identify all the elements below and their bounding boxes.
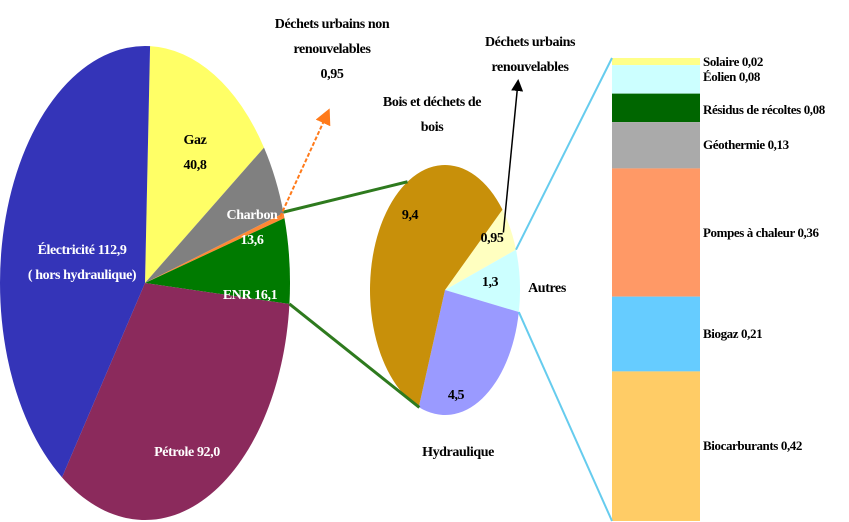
bar-segment: [612, 93, 700, 123]
label: 4,5: [436, 383, 476, 408]
label-text: 0,02: [741, 54, 764, 69]
label: Pétrole 92,0: [122, 440, 252, 465]
label-text: 9,4: [401, 208, 419, 223]
bar-segment: [612, 65, 700, 94]
label-text: 0,42: [780, 438, 803, 454]
label: Biocarburants 0,42: [703, 438, 849, 454]
connector: [283, 180, 408, 214]
pie-slice: [61, 283, 290, 520]
label: Déchets urbains non renouvelables 0,95: [270, 12, 395, 87]
label: Déchets urbains renouvelables: [473, 30, 588, 80]
bar-segment: [612, 296, 700, 372]
label: ENR 16,1: [200, 283, 300, 308]
label-text: 13,6: [240, 233, 264, 248]
label-text: Biocarburants: [703, 438, 778, 454]
label-text: Géothermie: [703, 137, 765, 153]
label-text: 40,8: [183, 158, 207, 173]
label: Pompes à chaleur 0,36: [703, 225, 849, 241]
label: Bois et déchets de bois: [377, 90, 487, 140]
label-text: Électricité: [37, 243, 95, 258]
label-text: ( hors hydraulique): [27, 268, 137, 283]
label: Charbon 13,6: [217, 203, 287, 253]
label-text: 0,08: [738, 69, 761, 85]
bar-segment: [612, 168, 700, 297]
label: Éolien 0,08: [703, 69, 849, 85]
pie-slice: [145, 218, 290, 304]
label-text: Biogaz: [703, 326, 739, 342]
label: Solaire 0,02: [703, 54, 849, 70]
label: Autres: [517, 276, 577, 301]
label-text: Déchets urbains renouvelables: [484, 35, 576, 75]
arrow: [279, 108, 331, 218]
label-text: Hydraulique: [422, 445, 494, 460]
label-text: 0,13: [767, 137, 790, 153]
pie-slice: [145, 147, 284, 283]
pie-slice: [145, 46, 264, 283]
connector: [517, 311, 613, 522]
label-text: 112,9: [97, 243, 127, 258]
arrow: [502, 79, 524, 233]
label-text: Solaire: [703, 54, 739, 69]
pie-slice: [0, 45, 151, 478]
label-text: Déchets urbains non renouvelables: [274, 17, 390, 57]
label: 1,3: [470, 270, 510, 295]
label: 9,4: [390, 203, 430, 228]
label-text: 16,1: [254, 288, 278, 303]
label-text: Gaz: [183, 133, 207, 148]
bar-segment: [612, 371, 700, 521]
label-text: 0,95: [480, 231, 504, 246]
label-text: 0,36: [797, 224, 819, 240]
label-text: 1,3: [481, 275, 499, 290]
label-text: 0,08: [803, 101, 826, 117]
label-text: 0,95: [320, 67, 344, 82]
label: Biogaz 0,21: [703, 326, 849, 342]
label: Hydraulique: [408, 440, 508, 465]
label: Résidus de récoltes 0,08: [703, 102, 849, 118]
label: 0,95: [472, 226, 512, 251]
label: Géothermie 0,13: [703, 137, 849, 153]
bar-segment: [612, 122, 700, 169]
label-text: 92,0: [196, 445, 220, 460]
label-text: 4,5: [447, 388, 465, 403]
label-text: 0,21: [741, 326, 763, 342]
pie-slice: [418, 290, 519, 416]
label-text: Bois et déchets de bois: [382, 95, 482, 135]
pie-slice: [445, 209, 516, 290]
pie-slice: [145, 213, 285, 283]
pie-slice: [370, 165, 503, 408]
label-text: Autres: [528, 281, 566, 296]
connector: [288, 302, 421, 409]
label-text: Résidus de récoltes: [703, 101, 801, 117]
label: Électricité 112,9 ( hors hydraulique): [0, 238, 167, 288]
label-text: Éolien: [703, 69, 736, 85]
label-text: Charbon: [226, 208, 278, 223]
connector: [515, 57, 613, 251]
label-text: Pétrole: [154, 445, 194, 460]
label: Gaz 40,8: [165, 128, 225, 178]
label-text: ENR: [222, 288, 252, 303]
pie-slice: [445, 249, 520, 313]
label-text: Pompes à chaleur: [703, 224, 795, 240]
bar-segment: [612, 58, 700, 66]
